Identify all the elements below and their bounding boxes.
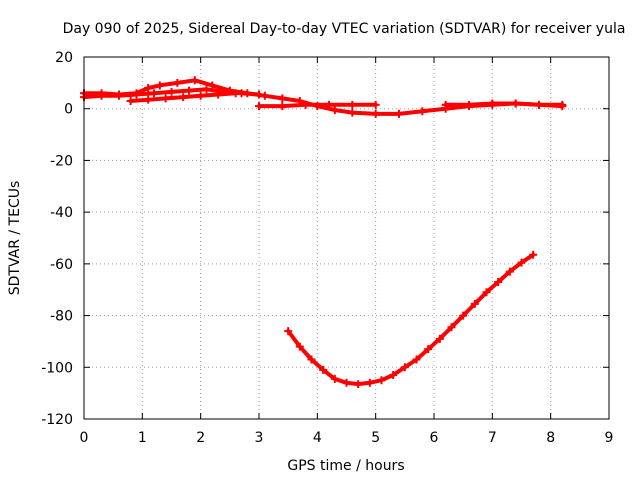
y-tick-label: -60 (50, 257, 73, 273)
data-point (97, 91, 106, 100)
series-line (257, 102, 378, 109)
data-point (447, 323, 456, 332)
data-point (505, 267, 514, 276)
data-point (167, 87, 176, 96)
data-point (278, 94, 287, 103)
series-line (286, 252, 536, 387)
y-tick-labels: -120 -100 -80 -60 -40 -20 0 20 (41, 50, 73, 428)
data-point (155, 81, 164, 90)
y-tick-label: 20 (55, 50, 73, 66)
axis-ticks (83, 56, 610, 420)
data-point (418, 107, 427, 116)
grid-lines (84, 57, 609, 419)
y-tick-label: -100 (41, 360, 73, 376)
x-tick-label: 3 (255, 430, 264, 446)
x-axis-label: GPS time / hours (287, 458, 404, 474)
data-point (558, 100, 567, 109)
x-tick-label: 4 (313, 430, 322, 446)
data-point (371, 109, 380, 118)
data-point (441, 100, 450, 109)
data-point (470, 299, 479, 308)
data-point (377, 376, 386, 385)
series-track-e (441, 99, 567, 109)
plot-frame (83, 56, 610, 420)
data-point (465, 100, 473, 109)
series-line (443, 101, 565, 107)
data-point (412, 355, 421, 364)
data-point (488, 99, 497, 108)
data-point (255, 90, 263, 99)
data-point (348, 100, 357, 109)
series-track-a (80, 76, 567, 118)
x-tick-label: 6 (430, 430, 439, 446)
data-point (330, 106, 339, 115)
data-point (354, 380, 363, 389)
data-point (511, 99, 520, 108)
series-track-d (255, 100, 380, 111)
data-point (144, 95, 153, 104)
data-point (435, 334, 444, 343)
y-tick-label: 0 (64, 102, 73, 118)
x-tick-label: 2 (196, 430, 205, 446)
series-track-f (284, 250, 538, 389)
data-point (185, 86, 193, 95)
data-point (301, 100, 310, 109)
x-tick-label: 0 (80, 430, 89, 446)
data-point (330, 374, 339, 383)
x-tick-label: 5 (371, 430, 380, 446)
y-tick-label: -20 (50, 153, 73, 169)
y-axis-label: SDTVAR / TECUs (7, 181, 23, 296)
data-point (395, 109, 403, 118)
data-point (144, 84, 153, 93)
data-point (325, 100, 333, 109)
data-point (150, 89, 158, 98)
data-point (126, 96, 135, 105)
data-point (517, 258, 526, 267)
data-point (348, 108, 357, 117)
data-point (319, 365, 328, 374)
data-series (80, 76, 567, 389)
x-tick-labels: 0 1 2 3 4 5 6 7 8 9 (80, 430, 614, 446)
data-point (459, 311, 468, 320)
data-point (371, 100, 380, 109)
data-point (529, 250, 538, 259)
y-tick-label: -40 (50, 205, 73, 221)
data-point (400, 363, 409, 372)
data-point (284, 327, 293, 336)
y-tick-label: -120 (41, 412, 73, 428)
data-point (307, 355, 316, 364)
y-tick-label: -80 (50, 309, 73, 325)
data-point (208, 81, 217, 90)
chart-title: Day 090 of 2025, Sidereal Day-to-day VTE… (63, 21, 626, 37)
series-track-c (126, 89, 240, 105)
data-point (295, 342, 304, 351)
data-point (214, 90, 223, 99)
data-point (173, 78, 182, 87)
data-point (482, 288, 491, 297)
series-line (82, 78, 565, 116)
data-point (115, 91, 123, 100)
data-point (179, 93, 188, 102)
data-point (132, 90, 141, 99)
data-point (424, 345, 433, 354)
data-point (231, 89, 240, 98)
data-point (389, 371, 398, 380)
data-point (202, 85, 211, 94)
data-point (342, 378, 351, 387)
data-point (190, 76, 199, 85)
data-point (161, 94, 170, 103)
x-tick-label: 8 (546, 430, 555, 446)
data-point (535, 100, 543, 109)
data-point (494, 277, 503, 286)
x-tick-label: 7 (488, 430, 497, 446)
x-tick-label: 9 (605, 430, 614, 446)
data-point (278, 102, 287, 111)
data-point (196, 91, 205, 100)
x-tick-label: 1 (138, 430, 147, 446)
data-point (365, 378, 374, 387)
data-point (255, 102, 263, 111)
data-point (260, 91, 269, 100)
